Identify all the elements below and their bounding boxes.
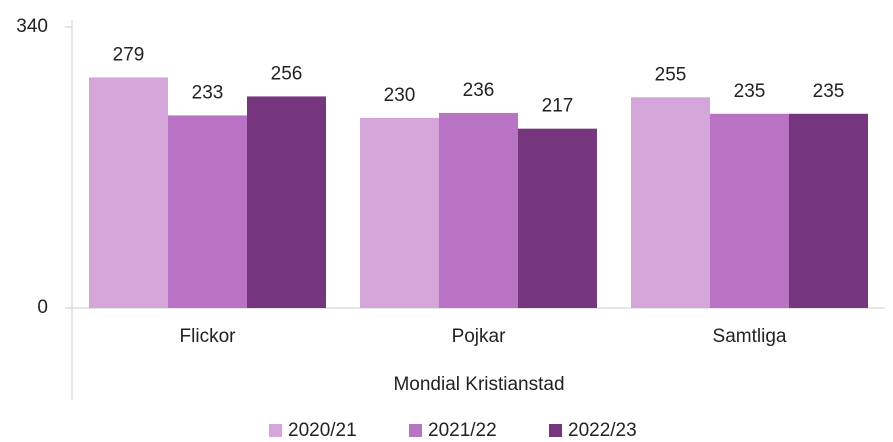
value-label: 230 [384, 85, 416, 106]
bar [518, 128, 597, 308]
value-label: 279 [113, 44, 145, 65]
bar [439, 112, 518, 308]
legend-swatch [409, 424, 422, 437]
value-label: 235 [734, 81, 766, 102]
bar [168, 115, 247, 309]
x-tick-label: Samtliga [713, 326, 787, 347]
bar [89, 77, 168, 308]
y-tick-label: 0 [37, 297, 48, 318]
value-label: 235 [813, 81, 845, 102]
x-tick-label: Flickor [180, 326, 237, 347]
bar [710, 113, 789, 308]
bar [360, 117, 439, 308]
legend-label: 2021/22 [428, 420, 497, 441]
value-label: 233 [192, 82, 224, 103]
value-label: 217 [542, 96, 574, 117]
bar [631, 97, 710, 308]
value-label: 256 [271, 63, 303, 84]
legend-label: 2020/21 [288, 420, 357, 441]
y-tick-label: 340 [16, 16, 48, 37]
bar [247, 96, 326, 309]
legend-label: 2022/23 [568, 420, 637, 441]
x-axis-title: Mondial Kristianstad [393, 374, 564, 395]
legend-swatch [269, 424, 282, 437]
legend-swatch [549, 424, 562, 437]
x-tick-label: Pojkar [452, 326, 507, 347]
value-label: 255 [655, 64, 687, 85]
bar [789, 113, 868, 308]
value-label: 236 [463, 80, 495, 101]
